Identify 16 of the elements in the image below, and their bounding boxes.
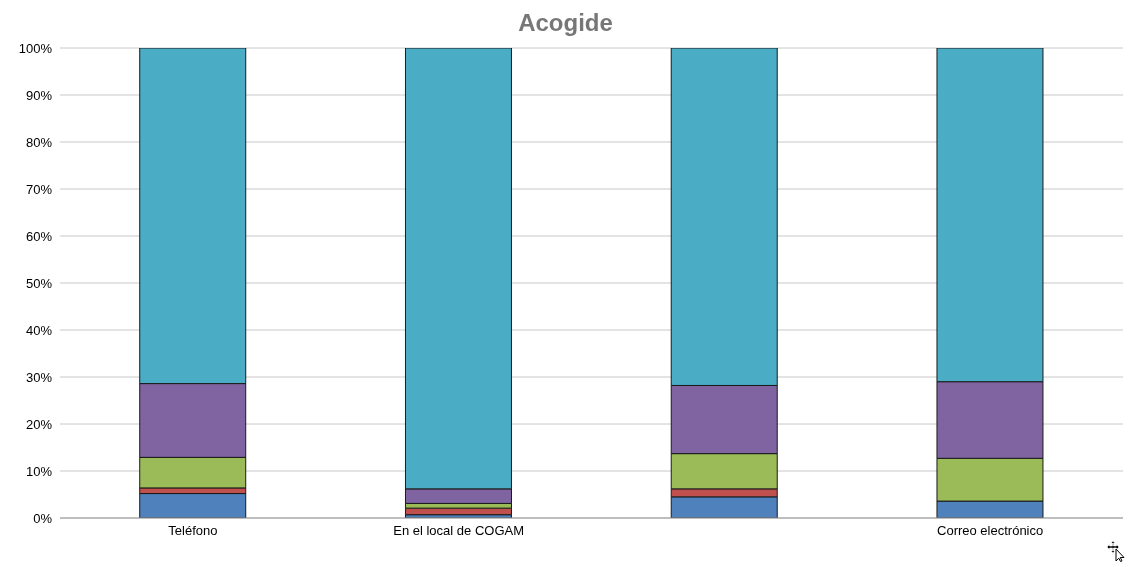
x-tick-label: Teléfono [168,523,218,539]
chart-subtitle: Acogide [517,8,614,38]
y-tick-label: 50% [25,275,53,291]
y-tick-label: 100% [18,40,53,56]
y-tick-label: 20% [25,416,53,432]
x-tick-label: Correo electrónico [937,523,1044,539]
y-tick-label: 70% [25,181,53,197]
y-tick-label: 60% [25,228,53,244]
x-tick-label: En el local de COGAM [393,523,525,539]
y-tick-label: 0% [33,510,53,526]
y-tick-label: 30% [25,369,53,385]
y-tick-label: 40% [25,322,53,338]
bar [139,493,247,518]
y-tick-label: 10% [25,463,53,479]
y-tick-label: 80% [25,134,53,150]
y-tick-label: 90% [25,87,53,103]
